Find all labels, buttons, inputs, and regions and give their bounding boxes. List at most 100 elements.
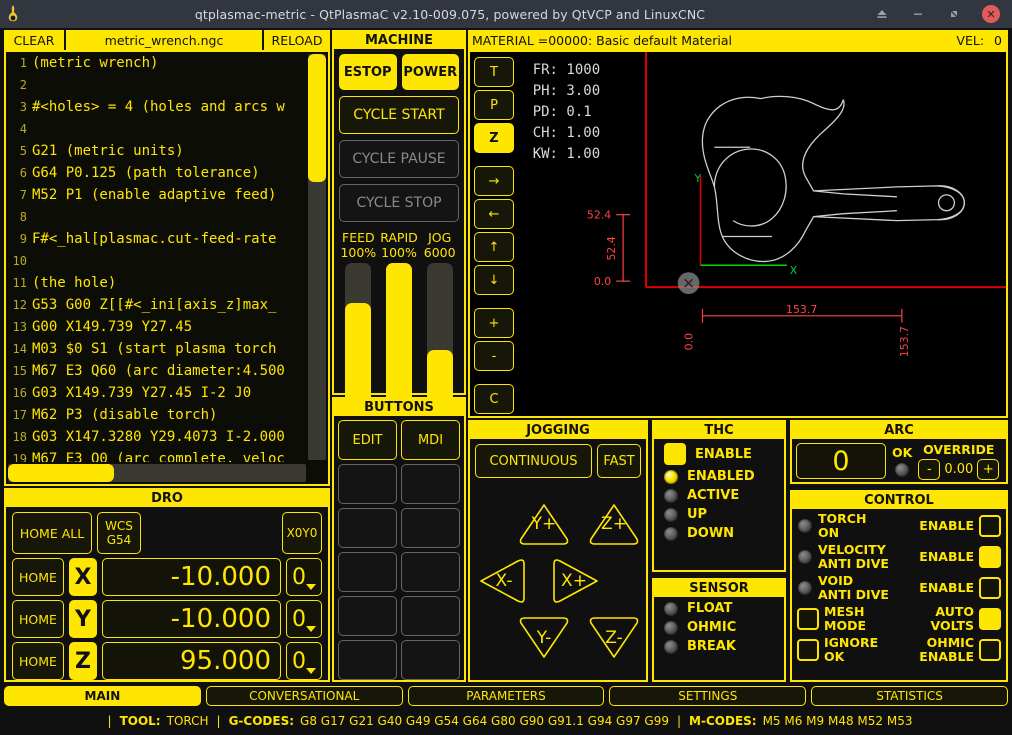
tab-parameters[interactable]: PARAMETERS xyxy=(407,686,605,706)
axis-label-y[interactable]: Y xyxy=(69,600,97,638)
zero-xy-button[interactable]: X0Y0 xyxy=(282,512,322,554)
material-info-row: PH: 3.00 xyxy=(526,81,600,102)
gcode-vertical-scrollbar[interactable] xyxy=(308,54,326,460)
cycle-pause-button[interactable]: CYCLE PAUSE xyxy=(339,140,459,178)
minimize-icon[interactable] xyxy=(910,6,926,22)
gcode-horizontal-scrollbar[interactable] xyxy=(8,464,306,482)
dro-axis-row: HOME Z 95.000 0 xyxy=(6,638,328,680)
user-button-8[interactable] xyxy=(401,552,460,592)
sensor-led-list: FLOAT OHMIC BREAK xyxy=(654,597,784,654)
dro-panel: DRO HOME ALL WCS G54 X0Y0 HOME X -10.000 0 H… xyxy=(4,488,330,682)
control-enable-checkbox[interactable] xyxy=(979,515,1001,537)
control-left-checkbox[interactable] xyxy=(797,639,819,661)
view-button-z-view[interactable]: Z xyxy=(474,123,514,153)
jog-speed-button[interactable]: FAST xyxy=(597,444,641,478)
user-button-1[interactable]: EDIT xyxy=(338,420,397,460)
gcode-editor[interactable]: 1 (metric wrench) 2 3 #<holes> = 4 (holes an… xyxy=(4,50,330,486)
user-button-4[interactable] xyxy=(401,464,460,504)
axis-selector-z[interactable]: 0 xyxy=(286,642,322,680)
control-enable-checkbox[interactable] xyxy=(979,577,1001,599)
override-slider-jog[interactable] xyxy=(426,263,453,411)
control-right-checkbox[interactable] xyxy=(979,639,1001,661)
gcode-hscroll-thumb[interactable] xyxy=(8,464,114,482)
view-button-zoom-in[interactable]: + xyxy=(474,308,514,338)
estop-button[interactable]: ESTOP xyxy=(339,54,397,90)
power-button[interactable]: POWER xyxy=(401,54,459,90)
home-axis-button[interactable]: HOME xyxy=(12,558,64,596)
arc-override-minus-button[interactable]: - xyxy=(918,459,941,480)
axis-value-x[interactable]: -10.000 xyxy=(102,558,281,596)
view-button-pan-left[interactable]: ← xyxy=(474,199,514,229)
home-axis-button[interactable]: HOME xyxy=(12,600,64,638)
restore-icon[interactable] xyxy=(946,6,962,22)
view-button-pan-right[interactable]: → xyxy=(474,166,514,196)
jog-button-y-minusplus[interactable]: Y+ xyxy=(518,501,570,547)
vel-value: 0 xyxy=(994,32,1002,48)
material-label: MATERIAL = xyxy=(472,32,549,48)
axis-value-y[interactable]: -10.000 xyxy=(102,600,281,638)
user-button-10[interactable] xyxy=(401,596,460,636)
view-button-zoom-out[interactable]: - xyxy=(474,341,514,371)
thc-enable-row[interactable]: ENABLE xyxy=(654,439,784,465)
axis-label-z[interactable]: Z xyxy=(69,642,97,680)
home-all-button[interactable]: HOME ALL xyxy=(12,512,92,554)
control-right-checkbox[interactable] xyxy=(979,608,1001,630)
gcode-line: 5 G21 (metric units) xyxy=(6,140,328,162)
control-enable-checkbox[interactable] xyxy=(979,546,1001,568)
thc-enable-checkbox[interactable] xyxy=(664,443,686,465)
tab-statistics[interactable]: STATISTICS xyxy=(811,686,1008,706)
jog-button-x-minus[interactable]: X- xyxy=(478,558,530,604)
reload-button[interactable]: RELOAD xyxy=(264,30,330,50)
jog-button-y-minus[interactable]: Y- xyxy=(518,615,570,661)
tab-main[interactable]: MAIN xyxy=(4,686,201,706)
tab-settings[interactable]: SETTINGS xyxy=(609,686,807,706)
control-row-label: VELOCITY ANTI DIVE xyxy=(818,543,914,571)
jog-button-label: Y+ xyxy=(531,514,557,534)
jog-button-z-minusplus[interactable]: Z+ xyxy=(588,501,640,547)
jog-button-x-minusplus[interactable]: X+ xyxy=(548,558,600,604)
view-button-top-view[interactable]: T xyxy=(474,57,514,87)
gcode-preview-panel[interactable]: T P Z → ← ↑ ↓ + - C FR: 1000 PH: 3.00 PD: 0.1 CH: 1.… xyxy=(468,50,1008,418)
gcode-line-number: 6 xyxy=(19,166,27,180)
control-row-label: TORCH ON xyxy=(818,512,914,540)
cycle-start-button[interactable]: CYCLE START xyxy=(339,96,459,134)
view-button-pan-down[interactable]: ↓ xyxy=(474,265,514,295)
axis-selector-x[interactable]: 0 xyxy=(286,558,322,596)
tab-conversational[interactable]: CONVERSATIONAL xyxy=(205,686,403,706)
axis-value-z[interactable]: 95.000 xyxy=(102,642,281,680)
user-button-5[interactable] xyxy=(338,508,397,548)
gcodes-label: G-CODES: xyxy=(228,713,295,728)
gcode-vscroll-thumb[interactable] xyxy=(308,54,326,182)
user-button-6[interactable] xyxy=(401,508,460,548)
user-button-2[interactable]: MDI xyxy=(401,420,460,460)
jog-button-z-minus[interactable]: Z- xyxy=(588,615,640,661)
close-icon[interactable]: ✕ xyxy=(982,5,1000,23)
override-slider-rapid[interactable] xyxy=(386,263,412,411)
view-button-clear-view[interactable]: C xyxy=(474,384,514,414)
status-divider-2: | xyxy=(216,713,221,728)
axis-label-x[interactable]: X xyxy=(69,558,97,596)
user-button-12[interactable] xyxy=(401,640,460,680)
arc-override-plus-button[interactable]: + xyxy=(977,459,1000,480)
home-axis-button[interactable]: HOME xyxy=(12,642,64,680)
sensor-led-ohmic xyxy=(664,620,678,635)
control-row: TORCH ON ENABLE xyxy=(792,509,1006,540)
wcs-button[interactable]: WCS G54 xyxy=(97,512,141,554)
jog-mode-button[interactable]: CONTINUOUS xyxy=(475,444,592,478)
axis-selector-y[interactable]: 0 xyxy=(286,600,322,638)
user-button-7[interactable] xyxy=(338,552,397,592)
user-button-3[interactable] xyxy=(338,464,397,504)
cycle-stop-button[interactable]: CYCLE STOP xyxy=(339,184,459,222)
view-button-pan-up[interactable]: ↑ xyxy=(474,232,514,262)
clear-button[interactable]: CLEAR xyxy=(4,30,66,50)
control-left-checkbox[interactable] xyxy=(797,608,819,630)
gcode-line-text: G03 X147.3280 Y29.4073 I-2.000 xyxy=(32,429,285,445)
gcode-file-name[interactable]: metric_wrench.ngc xyxy=(66,30,264,50)
user-button-11[interactable] xyxy=(338,640,397,680)
view-button-perspective-view[interactable]: P xyxy=(474,90,514,120)
eject-icon[interactable] xyxy=(874,6,890,22)
override-slider-feed[interactable] xyxy=(345,263,372,411)
user-button-9[interactable] xyxy=(338,596,397,636)
gcode-line-number: 2 xyxy=(19,78,27,92)
material-bar[interactable]: MATERIAL = 00000: Basic default Material… xyxy=(468,30,1008,50)
